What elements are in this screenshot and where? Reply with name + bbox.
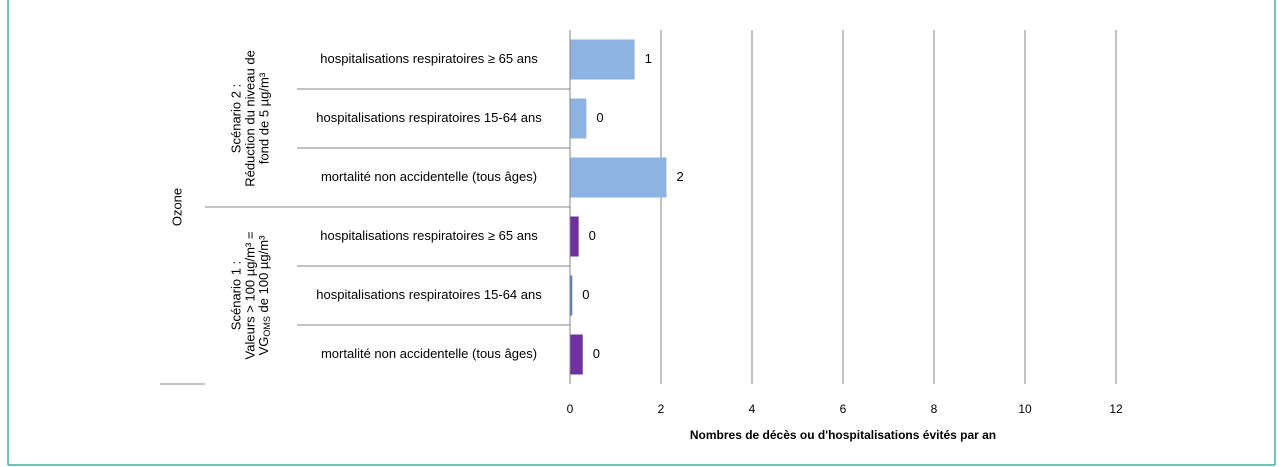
x-tick-label: 4 [749, 402, 756, 416]
x-tick-label: 6 [840, 402, 847, 416]
bar [570, 157, 667, 198]
bar [570, 275, 573, 316]
bar [570, 39, 635, 80]
scenario-text: de 100 µg/m³ [256, 235, 271, 316]
group-label: Ozone [169, 188, 184, 226]
data-label: 0 [593, 346, 600, 361]
scenario-text: VG [256, 337, 271, 356]
bar [570, 334, 583, 375]
category-label: mortalité non accidentelle (tous âges) [321, 169, 537, 184]
x-axis-title: Nombres de décès ou d'hospitalisations é… [690, 428, 996, 442]
data-label: 2 [676, 169, 683, 184]
scenario-sub: OMS [262, 316, 272, 337]
data-label: 0 [582, 287, 589, 302]
bar [570, 216, 579, 257]
category-label: mortalité non accidentelle (tous âges) [321, 346, 537, 361]
category-label: hospitalisations respiratoires 15-64 ans [316, 287, 542, 302]
category-label: hospitalisations respiratoires ≥ 65 ans [320, 51, 538, 66]
category-label: hospitalisations respiratoires 15-64 ans [316, 110, 542, 125]
data-label: 0 [596, 110, 603, 125]
scenario-label: Scénario 1 : Valeurs > 100 µg/m³ = VGOMS d… [228, 232, 272, 360]
bar [570, 98, 587, 139]
scenario-line: Scénario 1 : [228, 261, 243, 330]
data-label: 0 [589, 228, 596, 243]
x-tick-label: 0 [567, 402, 574, 416]
x-tick-label: 2 [658, 402, 665, 416]
x-tick-label: 12 [1109, 402, 1123, 416]
scenario-label: Scénario 2 : Réduction du niveau de fond d… [228, 50, 271, 187]
x-tick-label: 10 [1018, 402, 1032, 416]
scenario-line: fond de 5 µg/m³ [256, 72, 271, 164]
x-tick-label: 8 [931, 402, 938, 416]
scenario-line: Valeurs > 100 µg/m³ = [242, 232, 257, 360]
scenario-line: Scénario 2 : [228, 84, 243, 153]
scenario-line: VGOMS de 100 µg/m³ [256, 235, 272, 355]
category-label: hospitalisations respiratoires ≥ 65 ans [320, 228, 538, 243]
scenario-line: Réduction du niveau de [242, 50, 257, 187]
data-label: 1 [645, 51, 652, 66]
